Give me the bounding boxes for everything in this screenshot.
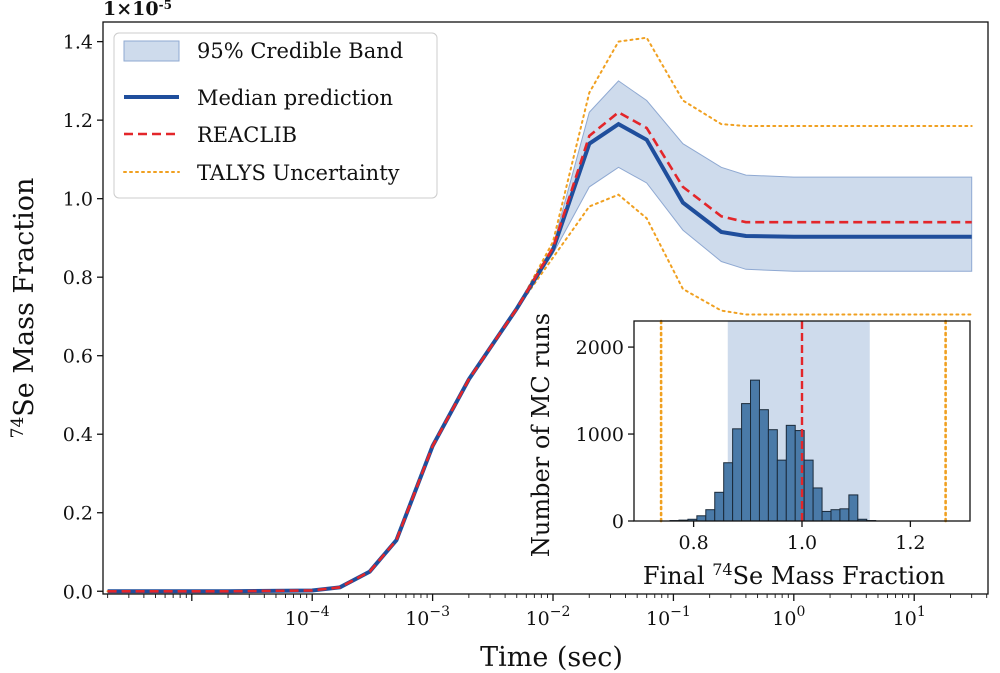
histogram-bar [696,515,707,522]
inset-x-tick-label: 0.8 [679,532,709,554]
histogram-bar [714,491,725,522]
histogram-bar [812,487,823,522]
inset-x-tick-label: 1.2 [895,532,925,554]
histogram-bar [741,403,752,522]
inset-y-tick-label: 0 [612,511,624,533]
inset-x-axis-label: Final 74Se Mass Fraction [643,560,945,590]
inset-y-axis-label: Number of MC runs [527,313,555,557]
histogram-bar [839,508,850,522]
x-tick-label: 10−2 [526,604,571,630]
y-tick-label: 0.6 [63,346,93,368]
y-tick-label: 1.4 [63,32,93,54]
histogram-bar [705,509,716,522]
inset-histogram: 0 1000 2000 0.8 1.0 1.2 Final 74Se Mass Fracti… [527,313,971,590]
histogram-bar [821,510,832,522]
talys-lower-line [106,193,973,593]
y-tick-label: 0.0 [63,581,93,603]
talys-upper-line [106,36,973,593]
x-axis-label: Time (sec) [480,642,623,673]
histogram-bar [767,429,778,522]
histogram-bar [750,379,760,522]
main-plot-area [106,36,973,594]
reaclib-line [107,110,972,593]
histogram-bar [758,409,769,522]
main-plot-frame [102,21,989,595]
histogram-bar [776,459,787,522]
legend-band-swatch [123,40,180,62]
legend-entry-label: REACLIB [197,123,297,147]
x-tick-label: 10−4 [285,604,330,630]
legend-frame [113,32,438,199]
histogram-bar [732,428,743,522]
legend-entry-label: 95% Credible Band [197,39,403,63]
y-tick-label: 0.8 [63,267,93,289]
inset-y-tick-label: 1000 [576,424,624,446]
legend-entry-label: Median prediction [197,86,393,110]
y-tick-label: 0.2 [63,503,93,525]
legend-entry-label: TALYS Uncertainty [197,161,400,185]
histogram-bar [723,462,734,522]
x-tick-label: 101 [893,604,926,630]
inset-y-tick-label: 2000 [576,337,624,359]
x-tick-label: 10−3 [405,604,450,630]
y-tick-label: 1.2 [63,110,93,132]
y-tick-label: 1.0 [63,189,93,211]
inset-x-tick-label: 1.0 [787,532,817,554]
histogram-bar [803,459,814,522]
y-axis-label: 74Se Mass Fraction [8,178,40,439]
x-tick-label: 10−1 [646,604,691,630]
histogram-bar [830,509,841,522]
y-tick-label: 0.4 [63,424,93,446]
x-tick-label: 100 [772,604,805,630]
histogram-bar [785,424,796,522]
legend: 95% Credible Band Median prediction REACLI… [113,32,438,199]
histogram-bar [848,494,859,522]
y-scale-factor: 1×10-5 [103,0,172,20]
